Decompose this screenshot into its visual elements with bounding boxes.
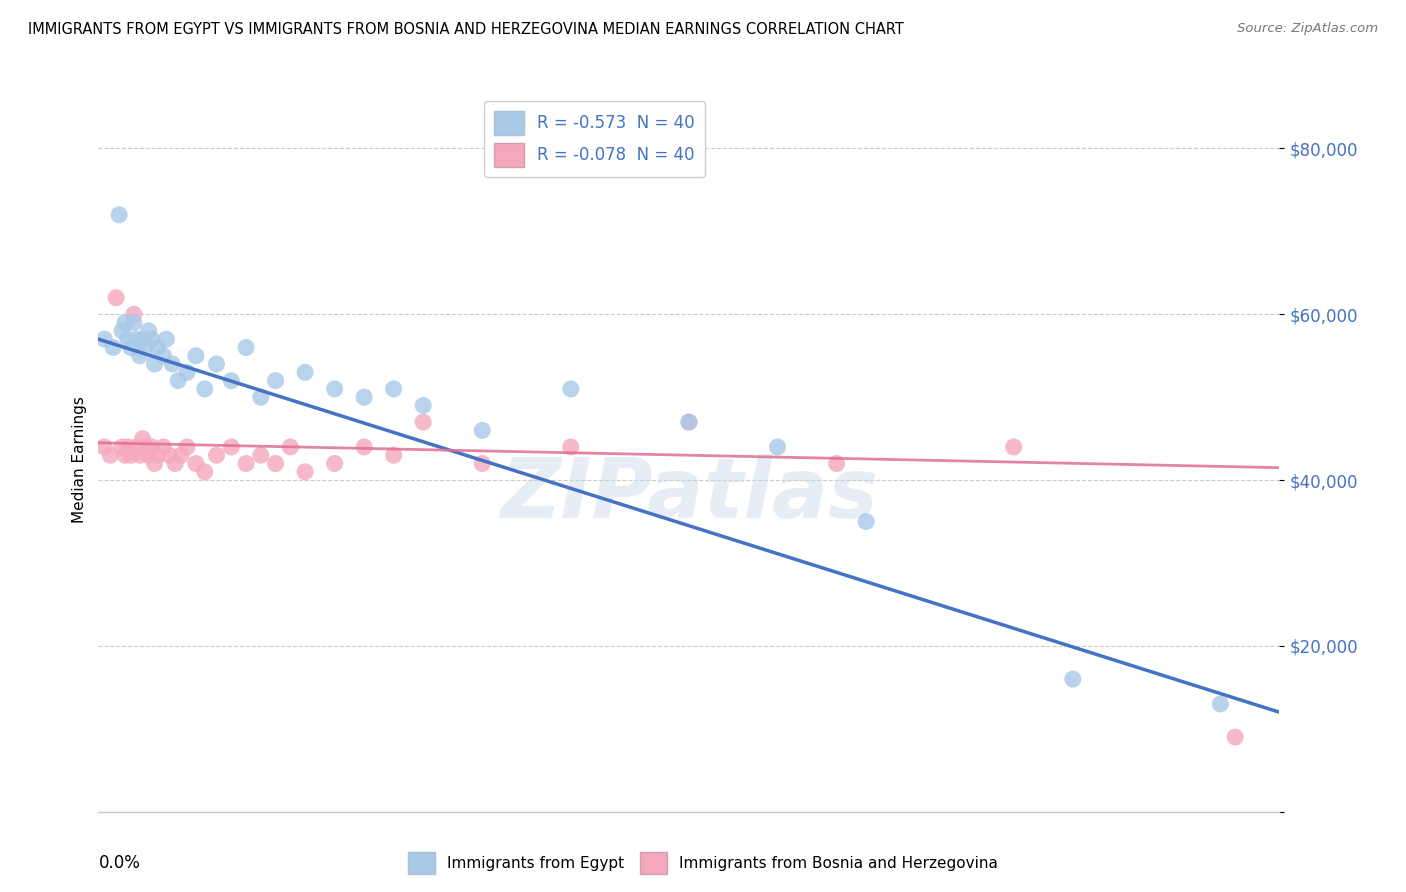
Point bbox=[111, 440, 134, 454]
Point bbox=[323, 382, 346, 396]
Point bbox=[205, 357, 228, 371]
Point bbox=[176, 440, 198, 454]
Point bbox=[122, 316, 145, 330]
Point bbox=[114, 448, 136, 462]
Point bbox=[1225, 730, 1247, 744]
Point bbox=[170, 448, 193, 462]
Point bbox=[132, 432, 155, 446]
Point bbox=[250, 448, 273, 462]
Point bbox=[141, 332, 163, 346]
Text: IMMIGRANTS FROM EGYPT VS IMMIGRANTS FROM BOSNIA AND HERZEGOVINA MEDIAN EARNINGS : IMMIGRANTS FROM EGYPT VS IMMIGRANTS FROM… bbox=[28, 22, 904, 37]
Point bbox=[194, 382, 217, 396]
Point bbox=[117, 440, 139, 454]
Point bbox=[146, 341, 169, 355]
Point bbox=[294, 465, 316, 479]
Point bbox=[382, 382, 405, 396]
Point bbox=[132, 332, 155, 346]
Point bbox=[353, 390, 375, 404]
Point bbox=[353, 440, 375, 454]
Point bbox=[125, 332, 148, 346]
Point bbox=[165, 457, 187, 471]
Point bbox=[120, 341, 142, 355]
Point bbox=[1062, 672, 1084, 686]
Point bbox=[560, 382, 582, 396]
Point bbox=[678, 415, 700, 429]
Point bbox=[382, 448, 405, 462]
Point bbox=[1002, 440, 1025, 454]
Point bbox=[152, 440, 174, 454]
Point bbox=[114, 316, 136, 330]
Point bbox=[323, 457, 346, 471]
Point bbox=[105, 291, 128, 305]
Point bbox=[560, 440, 582, 454]
Point bbox=[412, 415, 434, 429]
Legend: Immigrants from Egypt, Immigrants from Bosnia and Herzegovina: Immigrants from Egypt, Immigrants from B… bbox=[402, 846, 1004, 880]
Point bbox=[98, 448, 121, 462]
Point bbox=[825, 457, 848, 471]
Point bbox=[155, 332, 177, 346]
Point bbox=[138, 448, 160, 462]
Point bbox=[221, 440, 243, 454]
Point bbox=[412, 399, 434, 413]
Point bbox=[221, 374, 243, 388]
Point bbox=[184, 349, 207, 363]
Legend: R = -0.573  N = 40, R = -0.078  N = 40: R = -0.573 N = 40, R = -0.078 N = 40 bbox=[484, 102, 704, 177]
Point bbox=[117, 332, 139, 346]
Point bbox=[122, 307, 145, 321]
Point bbox=[146, 448, 169, 462]
Point bbox=[471, 457, 494, 471]
Text: Source: ZipAtlas.com: Source: ZipAtlas.com bbox=[1237, 22, 1378, 36]
Point bbox=[143, 457, 166, 471]
Point bbox=[120, 448, 142, 462]
Point bbox=[135, 341, 157, 355]
Point bbox=[176, 365, 198, 379]
Point bbox=[205, 448, 228, 462]
Point bbox=[128, 448, 150, 462]
Point bbox=[125, 440, 148, 454]
Point bbox=[108, 208, 131, 222]
Point bbox=[264, 374, 287, 388]
Point bbox=[157, 448, 180, 462]
Point bbox=[678, 415, 700, 429]
Y-axis label: Median Earnings: Median Earnings bbox=[72, 396, 87, 523]
Point bbox=[1209, 697, 1232, 711]
Point bbox=[162, 357, 183, 371]
Point bbox=[250, 390, 273, 404]
Point bbox=[111, 324, 134, 338]
Point bbox=[264, 457, 287, 471]
Point bbox=[235, 457, 257, 471]
Text: 0.0%: 0.0% bbox=[98, 854, 141, 872]
Point bbox=[167, 374, 190, 388]
Point bbox=[138, 324, 160, 338]
Point bbox=[141, 440, 163, 454]
Point bbox=[103, 341, 125, 355]
Point bbox=[235, 341, 257, 355]
Point bbox=[93, 332, 115, 346]
Point bbox=[855, 515, 877, 529]
Point bbox=[194, 465, 217, 479]
Point bbox=[471, 423, 494, 437]
Point bbox=[152, 349, 174, 363]
Point bbox=[135, 440, 157, 454]
Point bbox=[143, 357, 166, 371]
Point bbox=[766, 440, 789, 454]
Point bbox=[294, 365, 316, 379]
Point bbox=[128, 349, 150, 363]
Text: ZIPatlas: ZIPatlas bbox=[501, 454, 877, 535]
Point bbox=[184, 457, 207, 471]
Point bbox=[280, 440, 302, 454]
Point bbox=[93, 440, 115, 454]
